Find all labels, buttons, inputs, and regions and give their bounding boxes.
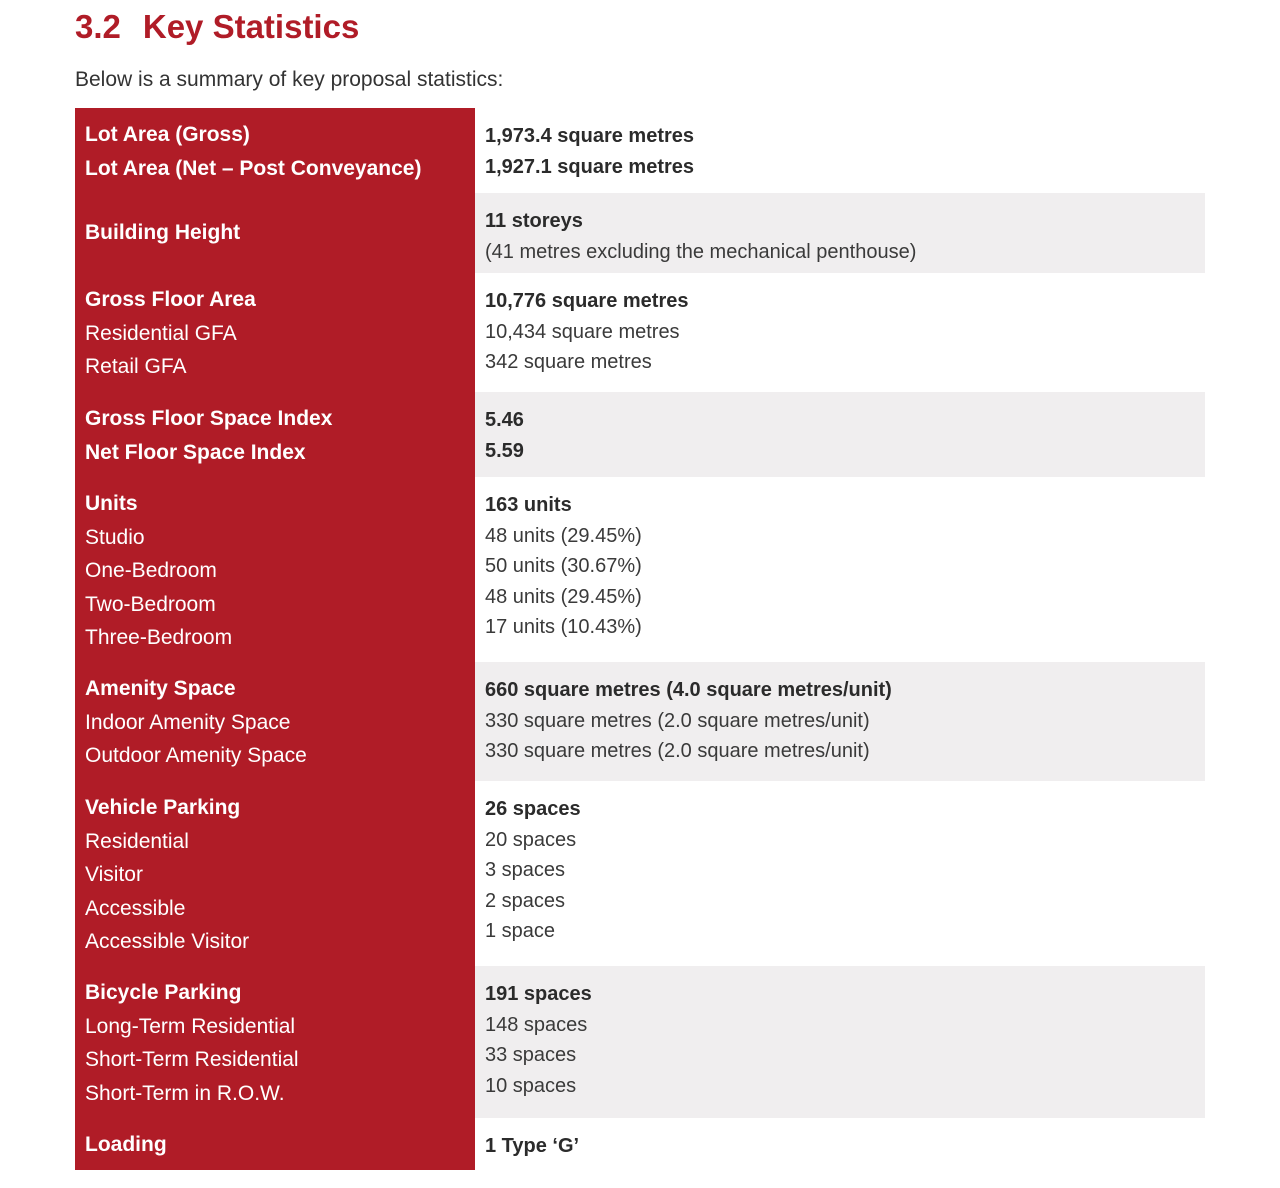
row-value-cell: 5.46 5.59 <box>475 392 1205 477</box>
row-value: 48 units (29.45%) <box>485 524 642 547</box>
table-row: Vehicle Parking Residential Visitor Accessi… <box>75 781 1205 966</box>
row-value: 5.46 <box>485 409 524 431</box>
row-label-cell: Units Studio One-Bedroom Two-Bedroom Three-B… <box>75 477 475 662</box>
row-value: 342 square metres <box>485 351 652 373</box>
row-label: Units <box>85 492 138 515</box>
table-row: Building Height 11 storeys (41 metres excl… <box>75 193 1205 273</box>
row-value: 50 units (30.67%) <box>485 555 642 577</box>
row-value: 33 spaces <box>485 1044 577 1066</box>
table-row: Amenity Space Indoor Amenity Space Outdoor… <box>75 662 1205 781</box>
row-value: 1 Type ‘G’ <box>485 1135 580 1157</box>
row-label: Short-Term in R.O.W. <box>85 1081 285 1105</box>
row-label: Residential <box>85 829 189 853</box>
row-value: 1 space <box>485 920 556 942</box>
row-value-cell: 1,973.4 square metres 1,927.1 square metr… <box>475 108 1205 193</box>
row-label-cell: Lot Area (Gross) Lot Area (Net – Post Con… <box>75 108 475 193</box>
row-label: Amenity Space <box>85 677 236 700</box>
table-row: Gross Floor Area Residential GFA Retail GF… <box>75 273 1205 392</box>
row-label: Retail GFA <box>85 355 187 378</box>
table-row: Loading 1 Type ‘G’ <box>75 1118 1205 1170</box>
row-label-cell: Bicycle Parking Long-Term Residential Shor… <box>75 966 475 1118</box>
row-label: Net Floor Space Index <box>85 440 306 464</box>
row-label-cell: Vehicle Parking Residential Visitor Accessi… <box>75 781 475 966</box>
row-value-cell: 163 units 48 units (29.45%) 50 units (30.6… <box>475 477 1205 662</box>
row-label: Long-Term Residential <box>85 1014 296 1038</box>
row-label: One-Bedroom <box>85 559 217 582</box>
row-label-cell: Gross Floor Area Residential GFA Retail GF… <box>75 273 475 392</box>
row-label-cell: Building Height <box>75 193 475 273</box>
row-value-cell: 1 Type ‘G’ <box>475 1118 1205 1170</box>
row-value: 48 units (29.45%) <box>485 585 642 608</box>
row-value: 5.59 <box>485 439 524 462</box>
row-label: Short-Term Residential <box>85 1048 299 1071</box>
row-label: Two-Bedroom <box>85 592 216 616</box>
row-label: Bicycle Parking <box>85 981 242 1004</box>
row-label: Outdoor Amenity Space <box>85 744 307 767</box>
section-number: 3.2 <box>75 8 121 45</box>
row-value: 1,927.1 square metres <box>485 155 695 178</box>
table-row: Units Studio One-Bedroom Two-Bedroom Three-B… <box>75 477 1205 662</box>
row-value: 10,434 square metres <box>485 320 680 343</box>
row-value: 11 storeys <box>485 210 583 232</box>
section-heading: 3.2 Key Statistics <box>75 8 359 46</box>
row-value-cell: 191 spaces 148 spaces 33 spaces 10 spaces <box>475 966 1205 1118</box>
row-label: Gross Floor Space Index <box>85 407 333 430</box>
row-value: 3 spaces <box>485 859 566 881</box>
row-value: 20 spaces <box>485 828 577 851</box>
row-value-cell: 660 square metres (4.0 square metres/uni… <box>475 662 1205 781</box>
table-row: Lot Area (Gross) Lot Area (Net – Post Con… <box>75 108 1205 193</box>
intro-text: Below is a summary of key proposal stati… <box>75 68 504 91</box>
row-value: 10,776 square metres <box>485 290 689 312</box>
row-label-cell: Gross Floor Space Index Net Floor Space I… <box>75 392 475 477</box>
row-label: Vehicle Parking <box>85 796 241 819</box>
row-value: 163 units <box>485 494 572 516</box>
row-label: Visitor <box>85 863 143 886</box>
row-value: 330 square metres (2.0 square metres/uni… <box>485 709 870 732</box>
row-label: Lot Area (Net – Post Conveyance) <box>85 156 422 180</box>
row-value: 148 spaces <box>485 1013 588 1036</box>
row-label: Residential GFA <box>85 321 237 345</box>
row-label: Accessible Visitor <box>85 930 250 953</box>
row-value-cell: 26 spaces 20 spaces 3 spaces 2 spaces 1 spac… <box>475 781 1205 966</box>
table-row: Gross Floor Space Index Net Floor Space I… <box>75 392 1205 477</box>
table-row: Bicycle Parking Long-Term Residential Shor… <box>75 966 1205 1118</box>
row-label: Gross Floor Area <box>85 288 256 311</box>
row-label: Indoor Amenity Space <box>85 710 291 734</box>
row-value: 660 square metres (4.0 square metres/uni… <box>485 679 892 701</box>
row-value: 191 spaces <box>485 983 592 1005</box>
row-label-cell: Amenity Space Indoor Amenity Space Outdoor… <box>75 662 475 781</box>
section-title: Key Statistics <box>142 8 360 45</box>
row-value: 17 units (10.43%) <box>485 616 642 638</box>
row-value: 330 square metres (2.0 square metres/uni… <box>485 740 870 762</box>
row-value-cell: 11 storeys (41 metres excluding the mecha… <box>475 193 1205 273</box>
key-statistics-table: Lot Area (Gross) Lot Area (Net – Post Con… <box>75 108 1205 1170</box>
row-label: Three-Bedroom <box>85 626 233 649</box>
row-label: Building Height <box>85 221 241 245</box>
row-value: 10 spaces <box>485 1074 577 1097</box>
row-label: Accessible <box>85 896 186 920</box>
row-label-cell: Loading <box>75 1118 475 1170</box>
row-label: Lot Area (Gross) <box>85 123 250 146</box>
row-value: 1,973.4 square metres <box>485 125 695 147</box>
row-value: 2 spaces <box>485 889 566 912</box>
row-value: (41 metres excluding the mechanical pent… <box>485 240 917 263</box>
row-label: Studio <box>85 525 145 549</box>
row-value: 26 spaces <box>485 798 581 820</box>
row-value-cell: 10,776 square metres 10,434 square metres… <box>475 273 1205 392</box>
row-label: Loading <box>85 1133 167 1156</box>
